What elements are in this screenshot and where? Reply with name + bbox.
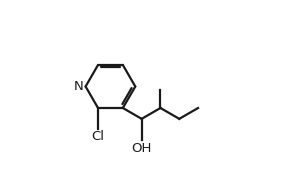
Text: Cl: Cl [92,130,104,143]
Text: OH: OH [131,142,152,155]
Text: N: N [74,80,83,93]
